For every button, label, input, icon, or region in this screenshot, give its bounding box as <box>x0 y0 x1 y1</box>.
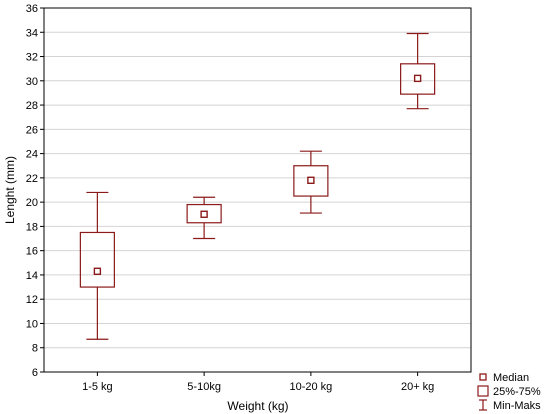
y-tick-label: 22 <box>26 173 38 185</box>
iqr-box <box>293 165 329 197</box>
y-tick-label: 14 <box>26 270 38 282</box>
box-group <box>400 32 436 110</box>
iqr-box <box>79 231 115 288</box>
box-group <box>186 196 222 240</box>
plot-area-frame <box>43 7 472 373</box>
x-axis-label: Weight (kg) <box>227 399 288 413</box>
y-tick-label: 18 <box>26 221 38 233</box>
y-tick-label: 30 <box>26 76 38 88</box>
legend-label: Min-Maks <box>493 400 541 412</box>
y-tick-label: 20 <box>26 197 38 209</box>
y-tick-label: 6 <box>32 367 38 379</box>
y-axis-label: Lenght (mm) <box>3 156 17 224</box>
median-marker <box>200 210 208 218</box>
median-marker <box>413 74 422 83</box>
box-group <box>293 150 329 214</box>
y-tick-label: 34 <box>26 27 38 39</box>
x-tick-label: 1-5 kg <box>82 381 113 393</box>
legend-item-box: 25%-75% <box>477 385 541 398</box>
y-tick-label: 24 <box>26 149 38 161</box>
x-tick-label: 20+ kg <box>401 381 434 393</box>
x-tick-label: 10-20 kg <box>289 381 332 393</box>
y-tick-label: 10 <box>26 318 38 330</box>
x-tick-label: 5-10kg <box>187 381 221 393</box>
legend-label: Median <box>493 372 529 384</box>
y-tick-label: 12 <box>26 294 38 306</box>
box-legend-icon <box>477 385 489 397</box>
grid-lines <box>44 31 471 349</box>
median-marker <box>307 176 315 184</box>
legend-item-whisker: Min-Maks <box>479 399 541 412</box>
box-group <box>79 191 115 340</box>
y-tick-label: 36 <box>26 3 38 15</box>
box-series <box>79 32 436 340</box>
legend-item-median: Median <box>479 372 529 384</box>
legend-label: 25%-75% <box>493 386 541 398</box>
y-axis: 6 8 10 12 14 16 18 20 22 24 26 28 30 32 34 36 <box>26 3 44 379</box>
iqr-box <box>186 203 222 224</box>
y-tick-label: 28 <box>26 100 38 112</box>
y-tick-label: 16 <box>26 246 38 258</box>
y-tick-label: 26 <box>26 124 38 136</box>
y-tick-label: 8 <box>32 343 38 355</box>
y-tick-label: 32 <box>26 52 38 64</box>
median-marker <box>93 267 102 275</box>
x-axis: 1-5 kg 5-10kg 10-20 kg 20+ kg <box>82 372 434 393</box>
iqr-box <box>400 63 436 95</box>
median-legend-icon <box>479 373 487 381</box>
legend: Median 25%-75% Min-Maks <box>477 372 541 412</box>
